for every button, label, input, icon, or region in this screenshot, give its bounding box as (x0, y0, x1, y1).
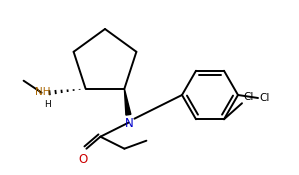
Polygon shape (124, 89, 131, 115)
Text: Cl: Cl (259, 93, 269, 103)
Text: O: O (79, 153, 88, 166)
Text: N: N (125, 117, 134, 130)
Text: NH: NH (35, 87, 51, 97)
Text: Cl: Cl (243, 92, 253, 102)
Text: H: H (44, 100, 51, 109)
